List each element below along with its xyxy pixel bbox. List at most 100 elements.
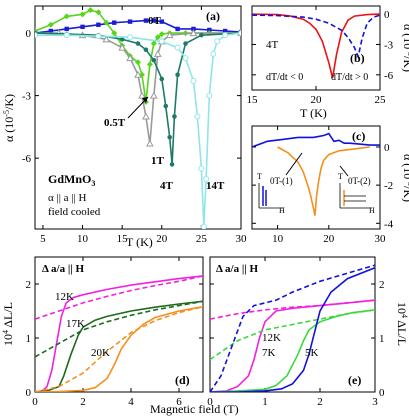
point-a-4-8 bbox=[194, 113, 201, 120]
point-a-3-4 bbox=[135, 41, 141, 46]
xtick-label-a-3: 20 bbox=[156, 233, 168, 245]
ytick-label-e-0: 0 bbox=[379, 387, 385, 399]
label-e-5K: 5K bbox=[305, 347, 319, 359]
point-a-3-9 bbox=[167, 134, 172, 140]
point-a-1-16 bbox=[158, 31, 165, 38]
label-d-17K: 17K bbox=[66, 318, 85, 330]
point-a-2-9 bbox=[146, 139, 154, 147]
point-a-4-0 bbox=[35, 32, 38, 39]
point-a-2-3 bbox=[102, 35, 111, 43]
series-e-5K-down bbox=[210, 264, 375, 392]
ytick-label-b-2: -6 bbox=[384, 70, 394, 82]
panel-a-label: (a) bbox=[206, 9, 220, 23]
label-d-20K: 20K bbox=[91, 347, 110, 359]
ytick-label-a-1: -3 bbox=[22, 91, 32, 103]
point-a-1-5 bbox=[95, 9, 102, 16]
point-a-1-10 bbox=[135, 59, 141, 66]
point-a-0-13 bbox=[222, 28, 228, 34]
point-a-0-5 bbox=[112, 20, 117, 25]
point-a-1-4 bbox=[87, 7, 94, 14]
point-a-4-3 bbox=[127, 34, 134, 41]
label-1T: 1T bbox=[151, 155, 165, 167]
field-cooled-label: field cooled bbox=[48, 206, 101, 218]
ytick-label-e-2: 2 bbox=[379, 279, 385, 291]
xtick-label-c-1: 20 bbox=[323, 233, 335, 245]
panel-c-plot: 10 20 30 0 -2 -4 bbox=[252, 126, 394, 245]
ytick-label-d-2: 2 bbox=[26, 279, 32, 291]
xtick-label-a-2: 15 bbox=[117, 233, 129, 245]
label-c-0T1: 0T-(1) bbox=[270, 176, 293, 186]
point-a-0-3 bbox=[80, 24, 85, 30]
point-a-2-13 bbox=[165, 31, 174, 39]
ylabel-c: α (10-5/K) bbox=[401, 154, 409, 202]
inset2-T-label: T bbox=[338, 172, 343, 181]
ytick-label-e-1: 1 bbox=[379, 333, 385, 345]
xtick-label-c-2: 30 bbox=[375, 233, 387, 245]
xtick-label-d-3: 6 bbox=[176, 396, 182, 408]
point-a-4-1 bbox=[63, 32, 70, 39]
xtick-label-e-1: 1 bbox=[262, 396, 268, 408]
xtick-label-e-3: 3 bbox=[372, 396, 378, 408]
panel-a-frame bbox=[34, 5, 242, 230]
inset1-H-label: H bbox=[279, 206, 285, 215]
xtick-label-a-1: 10 bbox=[77, 233, 89, 245]
xlabel-bottom: Magnetic field (T) bbox=[150, 402, 239, 416]
panel-c-label: (c) bbox=[352, 129, 365, 143]
xtick-label-b-2: 25 bbox=[375, 94, 387, 106]
ytick-label-a-0: 0 bbox=[26, 28, 32, 40]
point-a-4-4 bbox=[158, 38, 165, 45]
panel-b-label: (b) bbox=[350, 51, 365, 65]
ytick-label-b-1: -3 bbox=[384, 39, 394, 51]
series-c-0T-1- bbox=[252, 132, 380, 148]
arrow-c-0T2 bbox=[339, 165, 349, 177]
series-d-12K bbox=[35, 275, 203, 392]
label-e-12K: 12K bbox=[262, 332, 281, 344]
ylabel-b: α (10-5/K) bbox=[401, 24, 409, 72]
point-a-3-5 bbox=[143, 47, 149, 53]
label-e-title: Δ a/a || H bbox=[216, 263, 258, 275]
xtick-label-d-1: 2 bbox=[80, 396, 86, 408]
point-a-1-13 bbox=[146, 61, 153, 68]
xtick-label-a-5: 30 bbox=[236, 233, 248, 245]
panel-e-frame bbox=[209, 256, 376, 393]
point-a-4-12 bbox=[206, 92, 213, 99]
label-d-title: Δ a/a || H bbox=[42, 263, 84, 275]
panel-c-frame bbox=[251, 125, 381, 230]
xtick-label-d-2: 4 bbox=[128, 396, 134, 408]
point-a-0-4 bbox=[96, 22, 101, 27]
point-a-2-6 bbox=[134, 70, 142, 78]
point-a-2-4 bbox=[118, 43, 126, 51]
alpha-orientation-label: α || a || H bbox=[48, 192, 86, 204]
xtick-label-b-1: 20 bbox=[311, 94, 323, 106]
label-d-12K: 12K bbox=[55, 291, 74, 303]
series-a-1T bbox=[35, 32, 241, 144]
point-a-4-7 bbox=[190, 78, 197, 85]
point-a-2-5 bbox=[126, 54, 134, 62]
point-a-2-11 bbox=[153, 49, 162, 57]
point-a-3-7 bbox=[159, 76, 165, 82]
point-a-0-12 bbox=[207, 27, 212, 33]
point-a-4-2 bbox=[95, 33, 102, 40]
point-a-3-14 bbox=[199, 32, 204, 38]
point-a-0-7 bbox=[143, 18, 149, 23]
point-a-2-10 bbox=[150, 91, 158, 99]
point-a-0-9 bbox=[159, 19, 164, 24]
point-a-4-11 bbox=[203, 175, 210, 182]
point-a-2-14 bbox=[189, 29, 198, 37]
xtick-label-d-0: 0 bbox=[32, 396, 38, 408]
point-a-4-9 bbox=[198, 165, 205, 172]
label-b-up: dT/dt > 0 bbox=[331, 72, 368, 83]
compound-label: GdMnO3 bbox=[48, 172, 95, 188]
ytick-label-b-0: 0 bbox=[384, 9, 390, 21]
inset2-H-label: H bbox=[369, 206, 375, 215]
xtick-label-a-4: 25 bbox=[196, 233, 208, 245]
label-b-down: dT/dt < 0 bbox=[266, 72, 303, 83]
ytick-label-d-1: 1 bbox=[26, 333, 32, 345]
panel-b-plot: 15 20 25 0 -3 -6 bbox=[247, 6, 394, 106]
point-a-4-6 bbox=[182, 55, 189, 62]
label-c-0T2: 0T-(2) bbox=[348, 176, 371, 186]
point-a-1-15 bbox=[154, 34, 161, 41]
series-a-4T bbox=[35, 32, 241, 165]
point-a-4-5 bbox=[174, 44, 181, 51]
